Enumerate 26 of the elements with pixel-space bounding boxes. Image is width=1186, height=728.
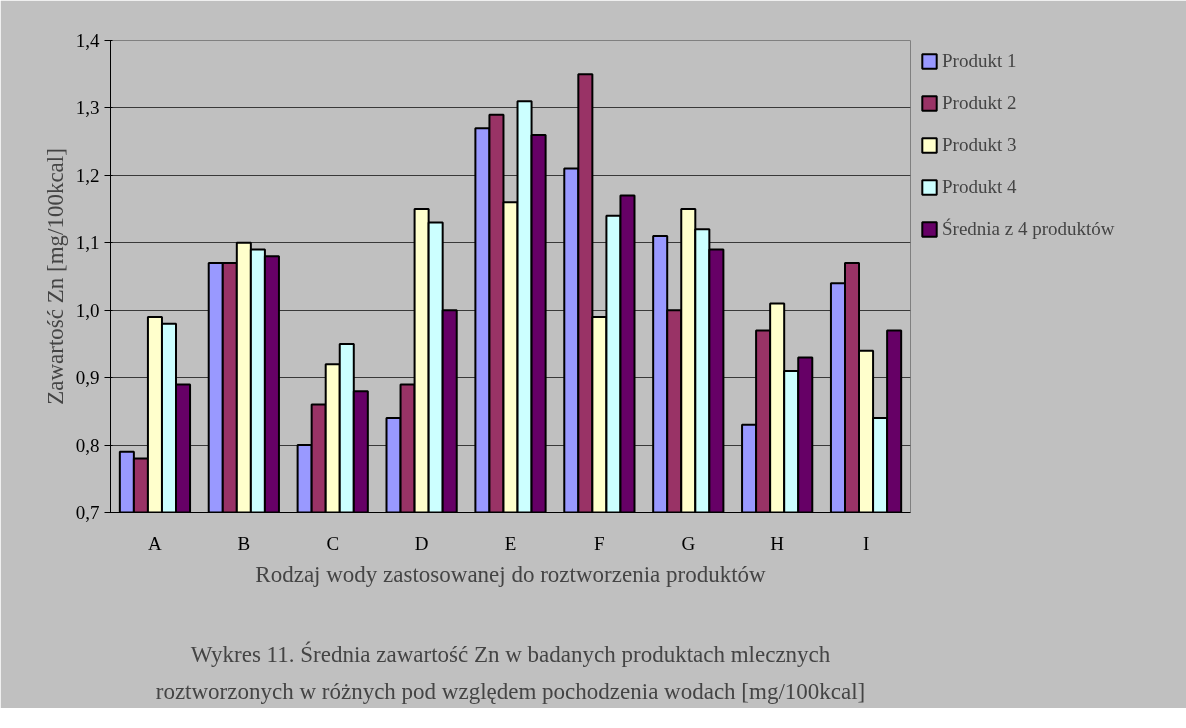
x-tick-label: F: [594, 532, 605, 554]
legend-label: Produkt 1: [942, 50, 1017, 72]
y-tick-label: 1,1: [75, 232, 100, 254]
y-tick-label: 0,9: [75, 367, 100, 389]
x-tick-label: D: [414, 532, 429, 554]
legend-label: Produkt 2: [942, 92, 1017, 114]
y-axis-title: Zawartość Zn [mg/100kcal]: [42, 148, 68, 405]
text: Wykres 11. Średnia zawartość Zn w badanych produktach mlecznych: [190, 640, 831, 667]
y-tick-label: 1,2: [75, 164, 100, 186]
text: roztworzonych w różnych pod względem pochodzenia wodach [mg/100kcal]: [155, 678, 866, 704]
x-tick-label: C: [326, 532, 340, 554]
x-tick-label: E: [504, 532, 517, 554]
legend-label: Produkt 3: [942, 134, 1017, 156]
x-tick-label: A: [148, 532, 163, 554]
y-tick-label: 1,0: [75, 299, 100, 321]
x-tick-label: I: [862, 532, 870, 554]
x-axis-title: Rodzaj wody zastosowanej do roztworzenia produktów: [255, 561, 767, 587]
y-tick-label: 0,7: [75, 502, 100, 523]
x-tick-label: H: [770, 532, 785, 554]
legend-label: Średnia z 4 produktów: [942, 218, 1115, 240]
y-tick-label: 0,8: [75, 434, 100, 456]
legend-label: Produkt 4: [942, 176, 1017, 198]
x-tick-label: G: [681, 532, 696, 554]
x-tick-label: B: [237, 532, 251, 554]
y-tick-label: 1,4: [75, 30, 100, 51]
y-tick-label: 1,3: [75, 97, 100, 119]
